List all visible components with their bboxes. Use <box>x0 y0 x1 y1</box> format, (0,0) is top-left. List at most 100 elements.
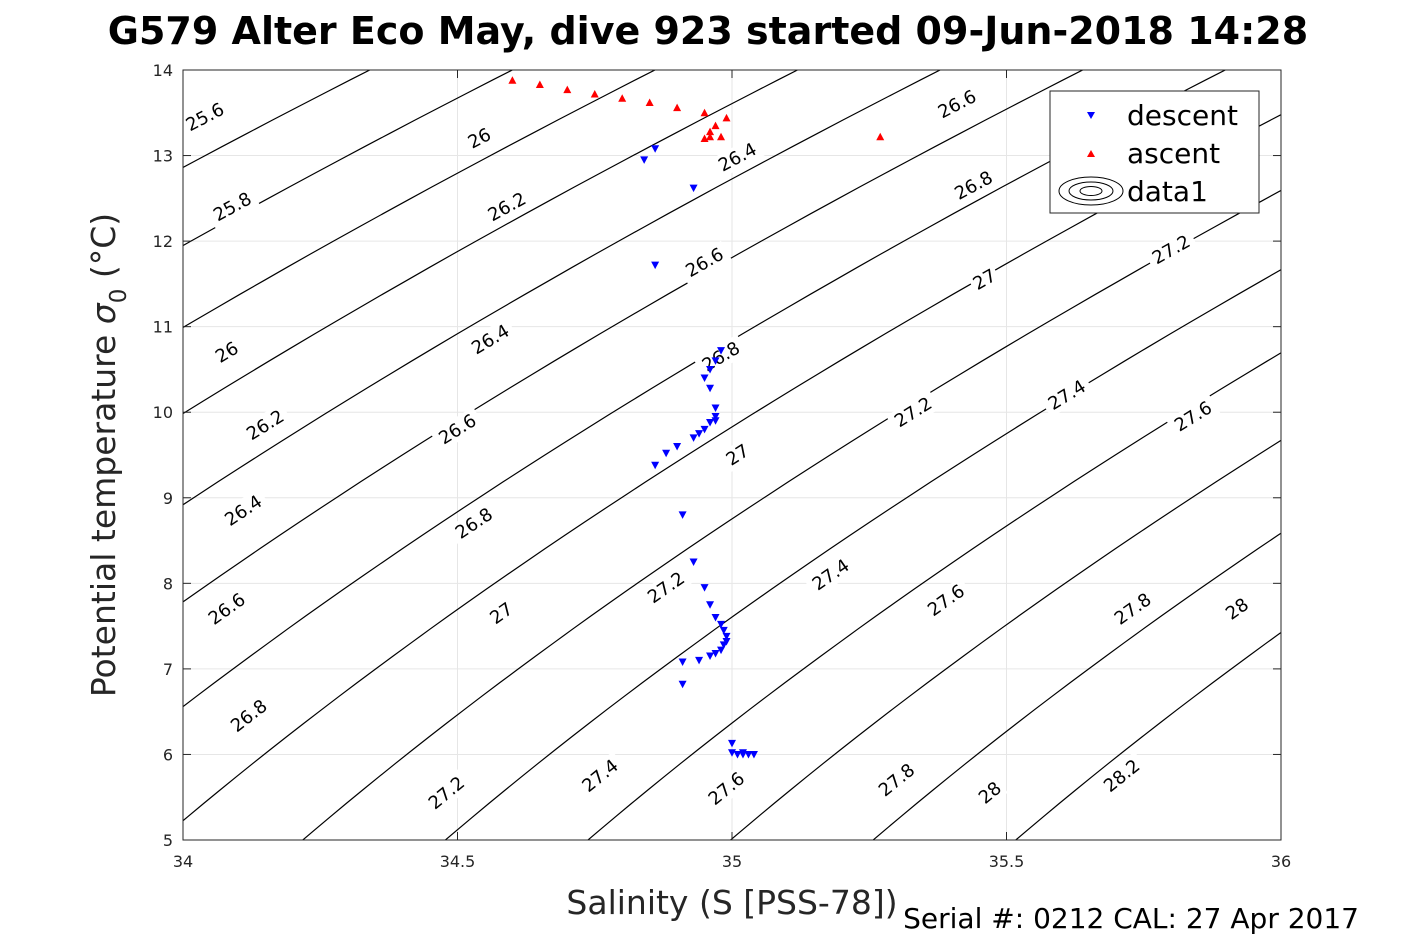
x-tick-label: 34 <box>173 852 193 871</box>
contour-label-bg <box>1095 751 1149 801</box>
ascent-marker <box>618 94 627 102</box>
y-tick-label: 11 <box>153 318 173 337</box>
descent-marker <box>700 425 709 434</box>
isopycnal-line <box>587 352 1281 840</box>
y-tick-label: 6 <box>163 745 173 764</box>
descent-marker <box>695 656 704 665</box>
contour-label-bg <box>710 135 765 179</box>
descent-marker <box>689 558 698 566</box>
y-axis-label-unit: (°C) <box>84 213 123 278</box>
contour-label-bg <box>447 500 501 547</box>
contour-label-bg <box>1219 591 1255 627</box>
descent-marker <box>706 601 715 609</box>
contour-label-bg <box>222 691 276 740</box>
serial-calibration-note: Serial #: 0212 CAL: 27 Apr 2017 <box>903 902 1359 935</box>
contour-label-bg <box>1166 393 1221 440</box>
descent-marker <box>662 449 671 458</box>
x-tick-label: 35 <box>722 852 742 871</box>
contour-label-bg <box>573 751 627 801</box>
x-tick-label: 34.5 <box>440 852 476 871</box>
contour-label-bg <box>1144 227 1199 272</box>
isopycnal-line <box>444 269 1281 840</box>
isopycnal-line <box>183 70 1084 603</box>
descent-marker <box>722 632 731 641</box>
data-markers <box>508 76 885 759</box>
descent-marker <box>711 649 720 658</box>
contour-label-bg <box>1106 585 1160 633</box>
descent-marker <box>700 374 709 382</box>
descent-marker <box>728 739 736 748</box>
legend-contour-icon <box>1058 176 1124 206</box>
descent-marker <box>711 614 720 622</box>
descent-marker <box>706 418 715 427</box>
ascent-marker <box>722 113 731 122</box>
x-axis-label: Salinity (S [PSS-78]) <box>566 883 897 922</box>
isopycnal-line <box>729 439 1281 840</box>
contour-label-bg <box>639 564 693 611</box>
ascent-marker <box>535 80 544 89</box>
contour-label-bg <box>870 755 924 805</box>
contour-label-bg <box>200 585 254 633</box>
x-tick-label: 36 <box>1271 852 1291 871</box>
contour-label-bg <box>483 596 520 631</box>
descent-marker <box>695 430 704 438</box>
y-tick-label: 5 <box>163 831 173 850</box>
ascent-marker <box>700 108 709 117</box>
descent-marker <box>717 646 726 655</box>
y-tick-label: 8 <box>163 574 173 593</box>
ascent-marker <box>876 132 885 141</box>
descent-marker <box>711 357 720 365</box>
descent-marker <box>744 750 753 759</box>
legend: descent ascent data1 <box>1049 90 1260 214</box>
contour-label-bg <box>461 122 498 155</box>
contour-label-bg <box>205 185 260 229</box>
contour-label-bg <box>177 95 233 139</box>
isopycnal-line <box>183 70 514 247</box>
descent-marker <box>717 347 726 355</box>
isopycnal-line <box>183 70 657 329</box>
y-axis-label-subscript: 0 <box>106 289 132 304</box>
y-axis-label-sigma: σ <box>84 302 123 324</box>
y-tick-label: 9 <box>163 489 173 508</box>
legend-ascent-marker <box>1087 150 1095 157</box>
isopycnal-line <box>183 70 942 506</box>
descent-marker <box>651 261 660 270</box>
descent-marker <box>706 365 715 374</box>
y-tick-label: 13 <box>153 147 173 166</box>
descent-marker <box>678 658 687 667</box>
y-axis-label: Potential temperature σ0 (°C) <box>84 213 134 697</box>
descent-marker <box>640 156 649 164</box>
contour-label-bg <box>886 389 941 435</box>
ascent-marker <box>645 98 654 107</box>
descent-marker <box>678 511 687 519</box>
contour-label-bg <box>238 402 293 448</box>
isopycnal-line <box>301 189 1281 840</box>
y-tick-label: 12 <box>153 232 173 251</box>
contour-label-bg <box>216 487 271 534</box>
legend-descent-marker <box>1087 112 1095 119</box>
chart-title: G579 Alter Eco May, dive 923 started 09-… <box>108 9 1308 53</box>
descent-marker <box>689 184 698 193</box>
contour-label-bg <box>966 263 1003 297</box>
contour-label-bg <box>700 764 753 814</box>
y-tick-label: 14 <box>153 61 173 80</box>
contour-label-bg <box>479 185 535 229</box>
contour-label-bg <box>803 551 858 599</box>
ascent-marker <box>590 89 599 98</box>
y-tick-label: 7 <box>163 660 173 679</box>
descent-marker <box>673 442 682 451</box>
descent-marker <box>700 584 709 592</box>
contour-label-bg <box>719 438 756 472</box>
descent-marker <box>711 404 720 412</box>
ascent-marker <box>563 85 572 94</box>
descent-marker <box>651 145 660 153</box>
isopycnal-line <box>183 70 1227 708</box>
legend-descent-label: descent <box>1127 99 1238 132</box>
ascent-marker <box>700 134 709 142</box>
isopycnal-line <box>183 70 799 415</box>
ascent-marker <box>711 121 720 130</box>
isopycnal-line <box>1014 631 1281 840</box>
descent-marker <box>749 750 758 759</box>
y-axis-label-main: Potential temperature <box>84 335 123 697</box>
